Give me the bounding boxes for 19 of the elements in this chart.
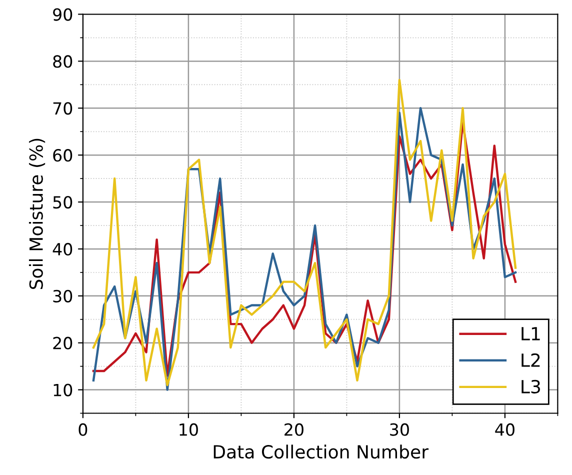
legend-label: L3 <box>522 380 540 394</box>
x-tick-label: 0 <box>78 423 88 436</box>
legend-label: L2 <box>522 353 540 367</box>
x-tick-label: 30 <box>390 423 409 436</box>
y-tick-label: 90 <box>53 8 72 21</box>
x-tick-label: 40 <box>495 423 514 436</box>
y-tick-label: 20 <box>53 336 72 350</box>
y-tick-label: 70 <box>53 102 72 115</box>
y-tick-label: 40 <box>52 242 72 256</box>
y-tick-label: 50 <box>53 196 72 209</box>
x-axis-title: Data Collection Number <box>214 444 429 459</box>
y-tick-label: 60 <box>53 149 72 162</box>
x-tick-label: 20 <box>284 423 304 436</box>
x-tick-label: 10 <box>180 423 198 436</box>
y-axis-title: Soil Moisture (%) <box>28 138 46 290</box>
y-tick-label: 30 <box>53 290 72 302</box>
y-tick-label: 10 <box>54 384 72 396</box>
y-tick-label: 80 <box>53 55 72 68</box>
legend-label: L1 <box>522 327 540 340</box>
